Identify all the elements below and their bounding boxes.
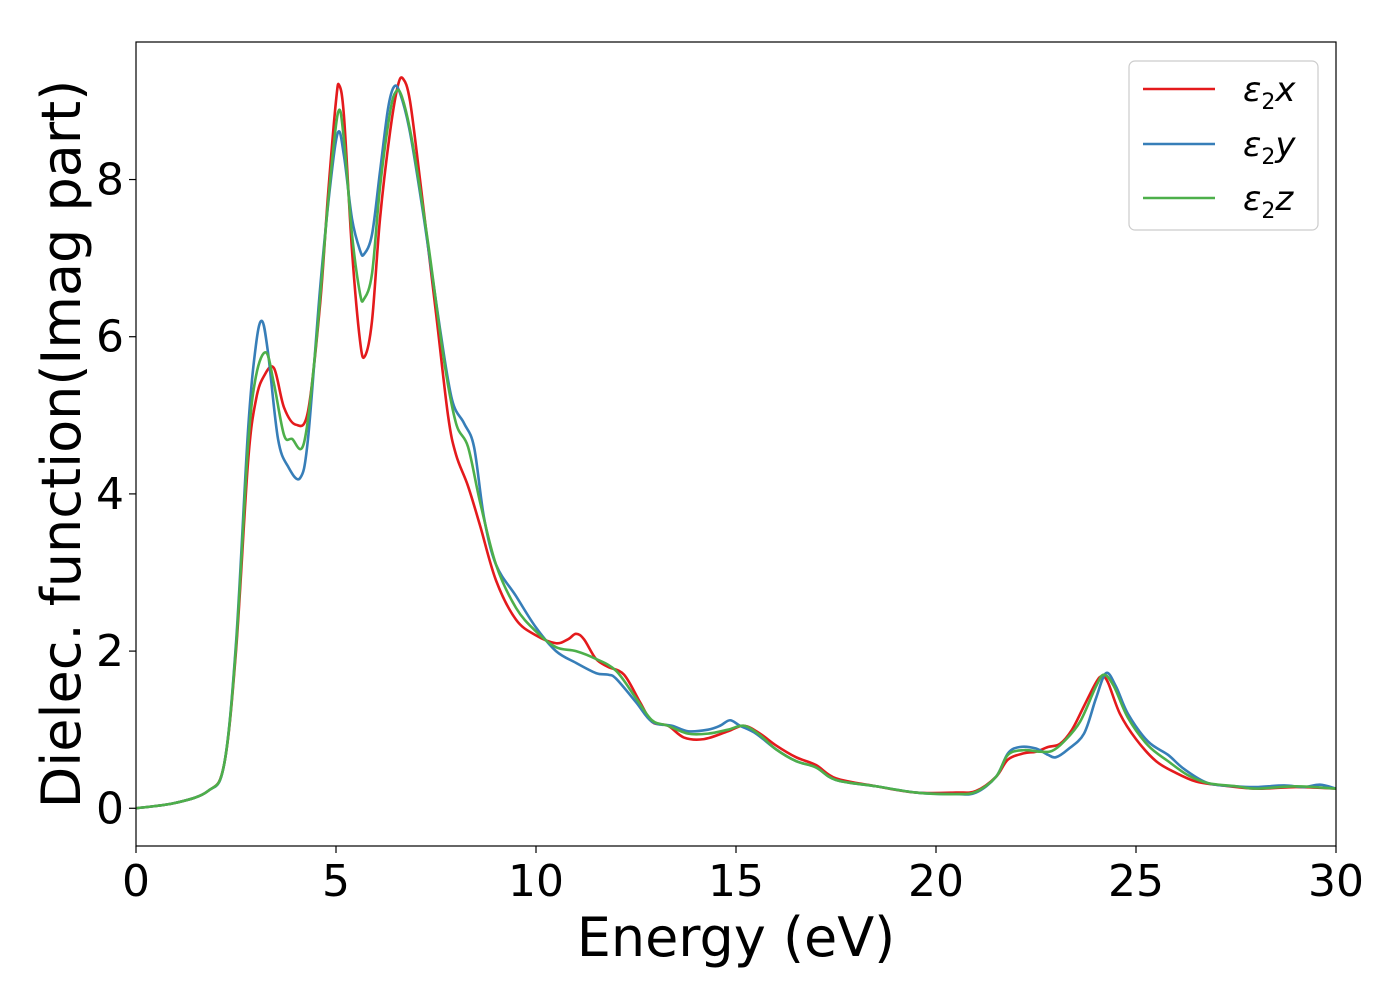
y-tick-label: 6 bbox=[96, 312, 124, 363]
series-line-eps2z bbox=[136, 88, 1336, 810]
series-line-eps2y bbox=[136, 84, 1336, 810]
x-tick-label: 10 bbox=[508, 856, 564, 907]
x-tick-label: 5 bbox=[322, 856, 350, 907]
y-tick-label: 2 bbox=[96, 626, 124, 677]
y-axis-title: Dielec. function(Imag part) bbox=[30, 80, 93, 809]
legend-label: ε2z bbox=[1243, 179, 1294, 224]
series-lines bbox=[136, 76, 1336, 810]
x-tick-label: 0 bbox=[122, 856, 150, 907]
legend: ε2x ε2y ε2z bbox=[1128, 60, 1319, 231]
legend-box bbox=[1128, 60, 1319, 231]
x-tick-label: 30 bbox=[1308, 856, 1364, 907]
x-tick-label: 25 bbox=[1108, 856, 1164, 907]
axis-ticks: 0 5 10 15 20 25 30 0 2 4 6 8 bbox=[96, 155, 1364, 907]
legend-label: ε2x bbox=[1243, 70, 1296, 115]
y-tick-label: 8 bbox=[96, 155, 124, 206]
x-tick-label: 20 bbox=[908, 856, 964, 907]
x-axis-title: Energy (eV) bbox=[577, 906, 896, 969]
y-tick-label: 0 bbox=[96, 783, 124, 834]
y-tick-label: 4 bbox=[96, 469, 124, 520]
x-tick-label: 15 bbox=[708, 856, 764, 907]
legend-label: ε2y bbox=[1243, 125, 1296, 170]
